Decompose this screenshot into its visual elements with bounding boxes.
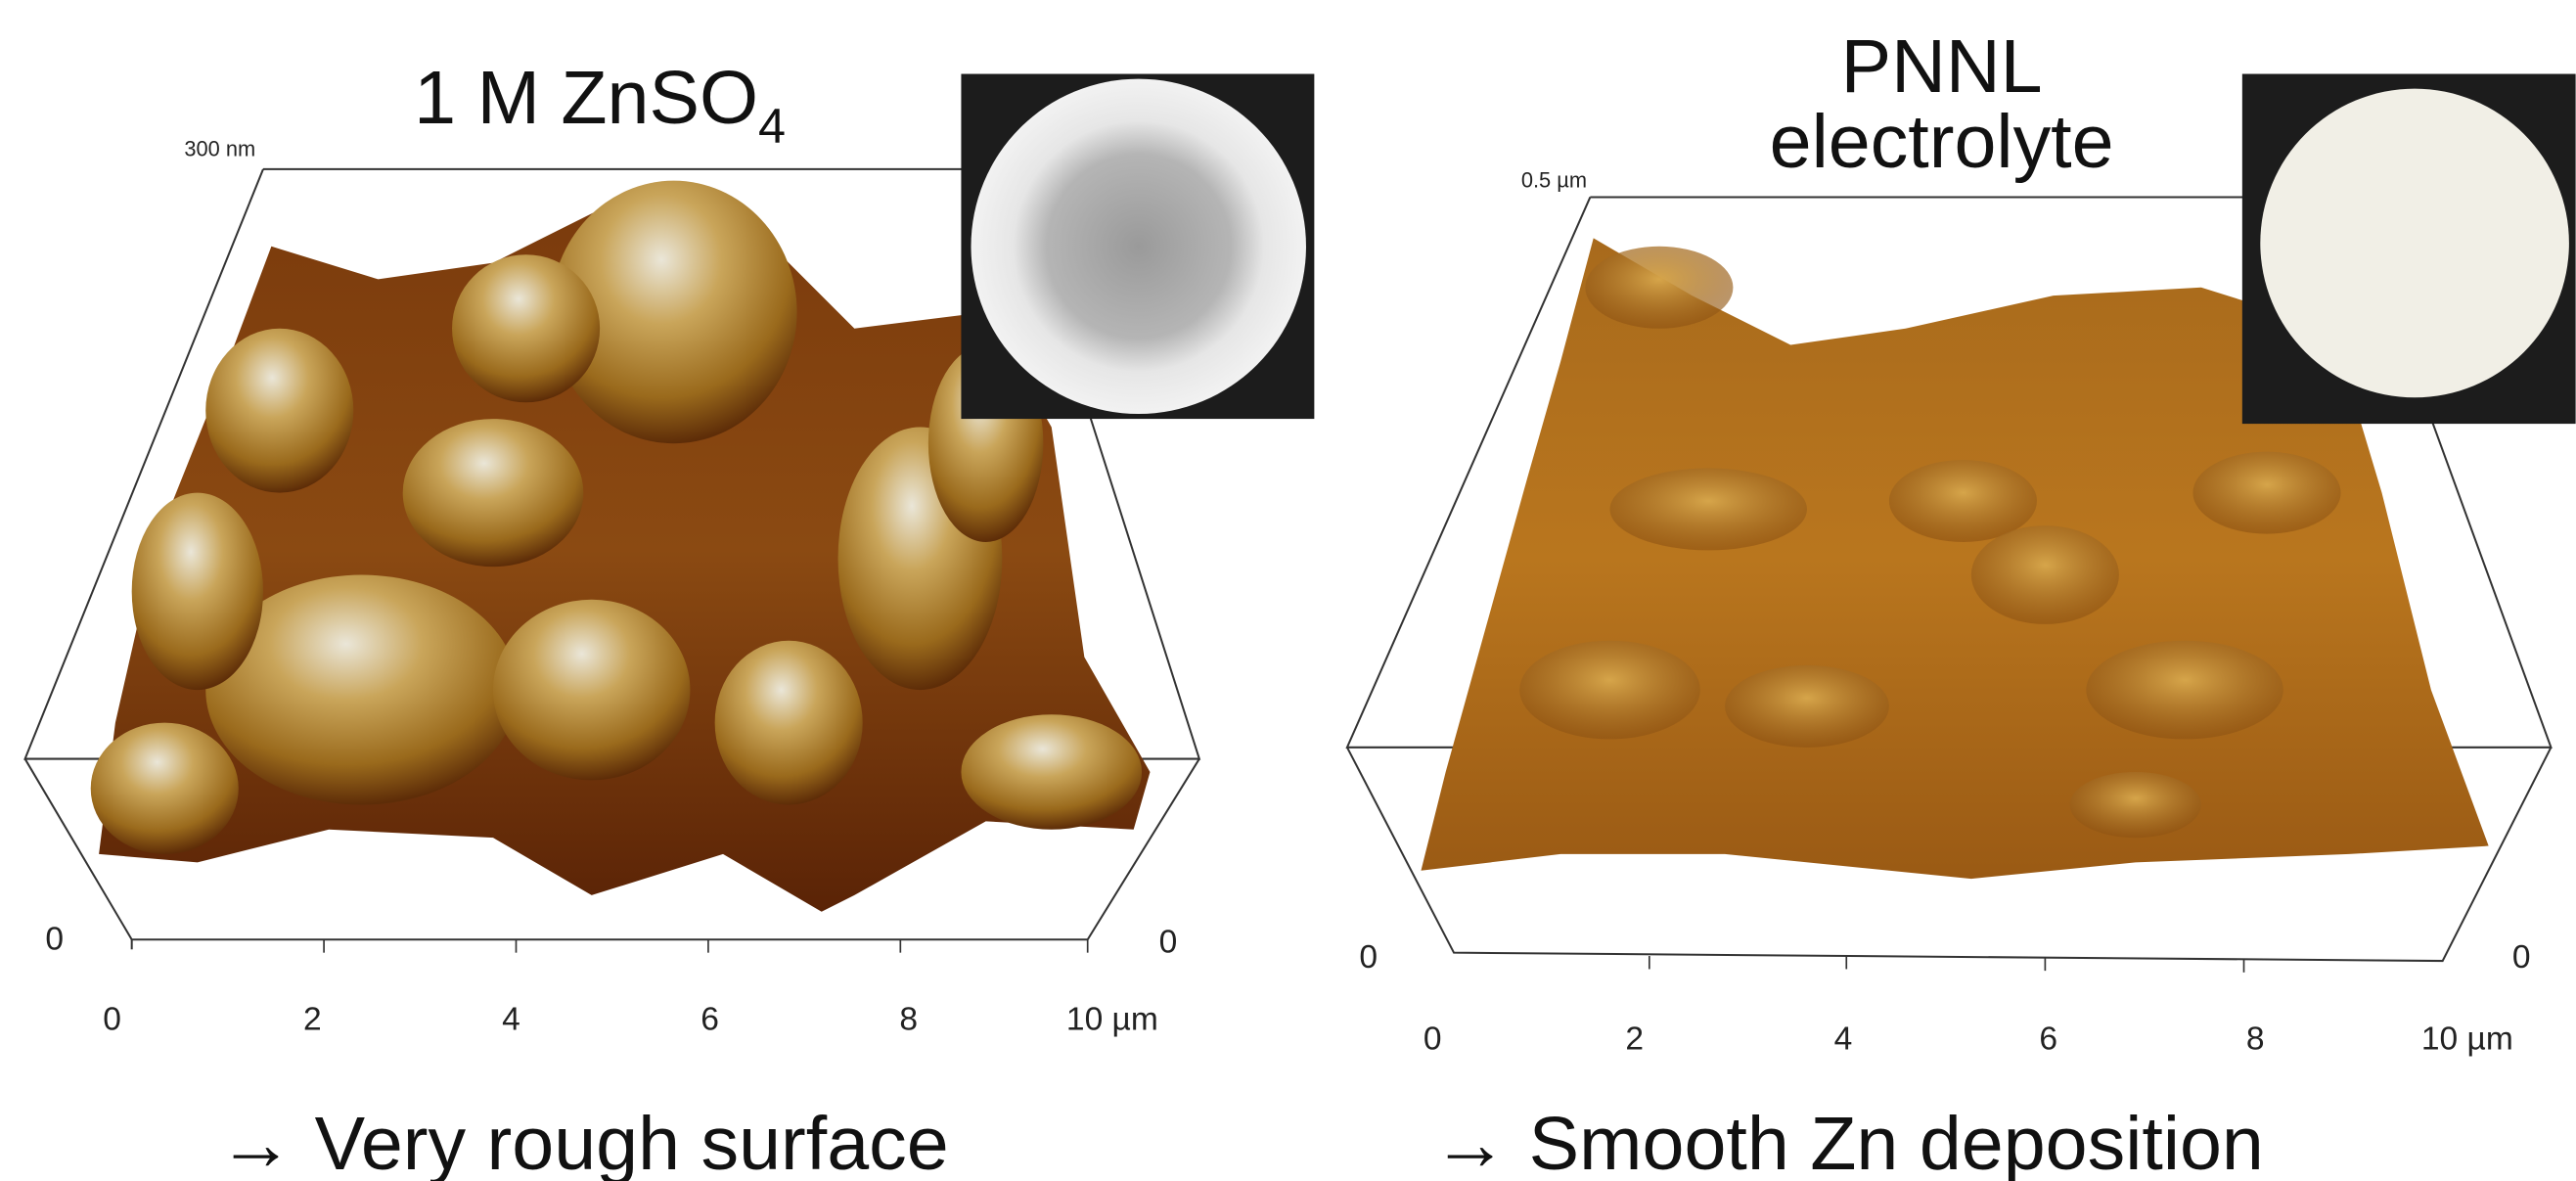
panel-title: 1 M ZnSO4 [414,56,786,154]
x-tick-label: 8 [2246,1022,2265,1058]
x-tick-label: 4 [502,1002,520,1038]
caption: → Smooth Zn deposition [1432,1102,2264,1181]
left-inset-photo [961,74,1314,420]
y-tick-label: 0 [1159,925,1178,961]
x-tick-label: 2 [1625,1022,1644,1058]
x-tick-label: 8 [899,1002,918,1038]
caption: → Very rough surface [218,1102,949,1181]
x-tick-label: 6 [700,1002,719,1038]
y-tick-label: 0 [45,921,64,957]
y-tick-label: 0 [2512,939,2531,976]
x-tick-label: 6 [2039,1022,2057,1058]
z-label: 0.5 µm [1521,167,1587,192]
x-tick-label: 10 µm [1066,1002,1158,1038]
x-tick-label: 4 [1834,1022,1853,1058]
title-subscript: 4 [758,98,786,154]
x-tick-label: 2 [303,1002,322,1038]
figure: 1 M ZnSO4 300 nm → Very rough surface PN… [0,0,2576,1181]
panel-title: electrolyte [1770,100,2114,184]
x-tick-label: 0 [103,1002,121,1038]
title-text: 1 M ZnSO [414,56,758,140]
right-inset-photo [2242,74,2576,425]
panel-title: PNNL [1841,24,2043,109]
x-tick-label: 0 [1424,1022,1442,1058]
page: 1 M ZnSO4 300 nm → Very rough surface PN… [0,0,2576,1181]
x-tick-label: 10 µm [2421,1022,2513,1058]
z-label: 300 nm [184,136,255,160]
y-tick-label: 0 [1359,939,1378,976]
